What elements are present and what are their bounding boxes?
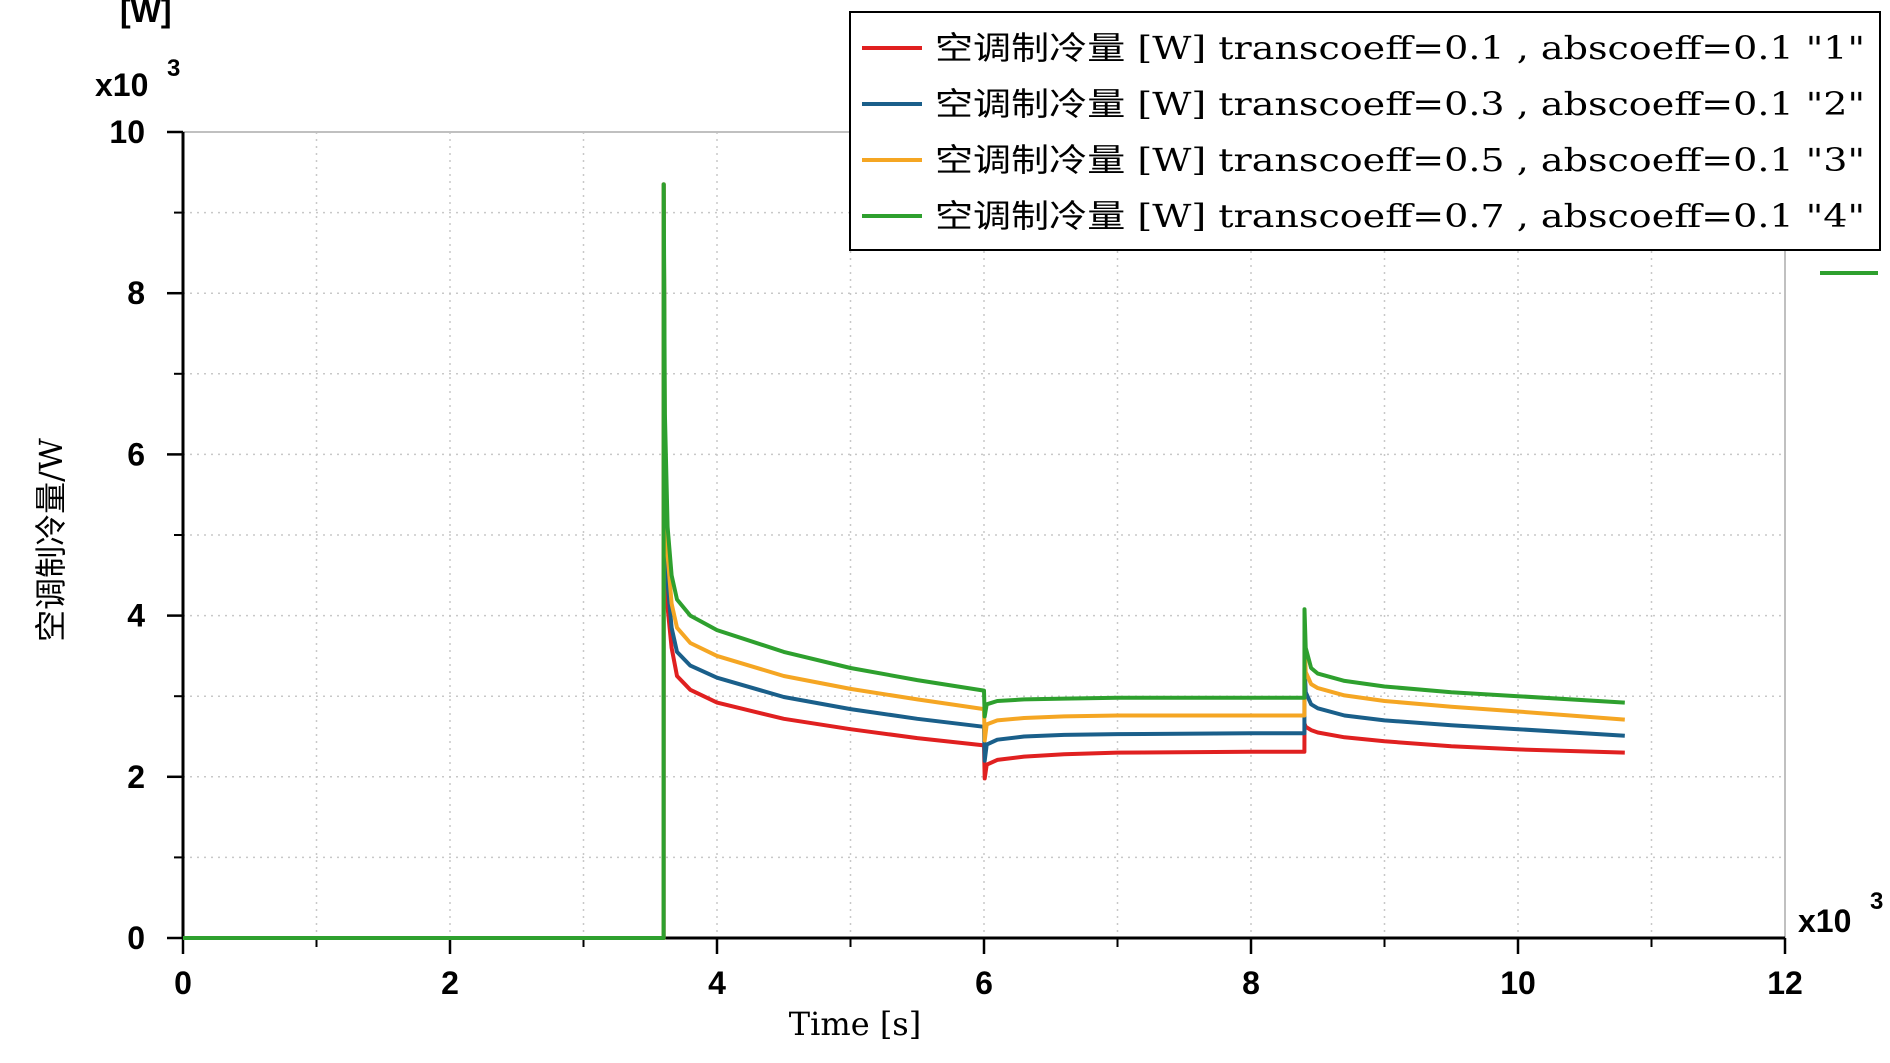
legend-label-1: 空调制冷量 [W] transcoeff=0.1 , abscoeff=0.1 … (935, 29, 1865, 67)
legend: 空调制冷量 [W] transcoeff=0.1 , abscoeff=0.1 … (849, 11, 1881, 251)
y-tick-label: 10 (109, 114, 145, 150)
y-tick-label: 6 (127, 436, 145, 472)
axis-labels: [W] x10 3 x10 3 Time [s] 空调制冷量/W (32, 0, 1883, 1043)
x-tick-label: 6 (975, 965, 993, 1001)
y-multiplier-base: x10 (95, 67, 148, 103)
y-tick-label: 0 (127, 920, 145, 956)
series-line-3 (183, 182, 1625, 940)
y-axis-title: 空调制冷量/W (32, 438, 70, 642)
series-layer (183, 182, 1625, 940)
x-tick-label: 0 (174, 965, 192, 1001)
x-tick-label: 2 (441, 965, 459, 1001)
legend-box (849, 11, 1881, 251)
x-multiplier-exp: 3 (1870, 888, 1883, 915)
legend-label-2: 空调制冷量 [W] transcoeff=0.3 , abscoeff=0.1 … (935, 85, 1865, 123)
x-tick-label: 8 (1242, 965, 1260, 1001)
series-line-4 (183, 182, 1625, 940)
x-tick-label: 10 (1500, 965, 1536, 1001)
x-axis-title: Time [s] (789, 1005, 921, 1043)
series-line-1 (183, 182, 1625, 940)
y-tick-label: 4 (127, 598, 145, 634)
series-line-2 (183, 182, 1625, 940)
y-tick-label: 2 (127, 759, 145, 795)
legend-label-3: 空调制冷量 [W] transcoeff=0.5 , abscoeff=0.1 … (935, 141, 1865, 179)
x-tick-label: 4 (708, 965, 726, 1001)
y-multiplier-exp: 3 (167, 55, 180, 82)
legend-label-4: 空调制冷量 [W] transcoeff=0.7 , abscoeff=0.1 … (935, 197, 1865, 235)
y-unit-label: [W] (120, 0, 172, 29)
x-tick-label: 12 (1767, 965, 1803, 1001)
x-multiplier-base: x10 (1798, 903, 1851, 939)
y-tick-label: 8 (127, 275, 145, 311)
